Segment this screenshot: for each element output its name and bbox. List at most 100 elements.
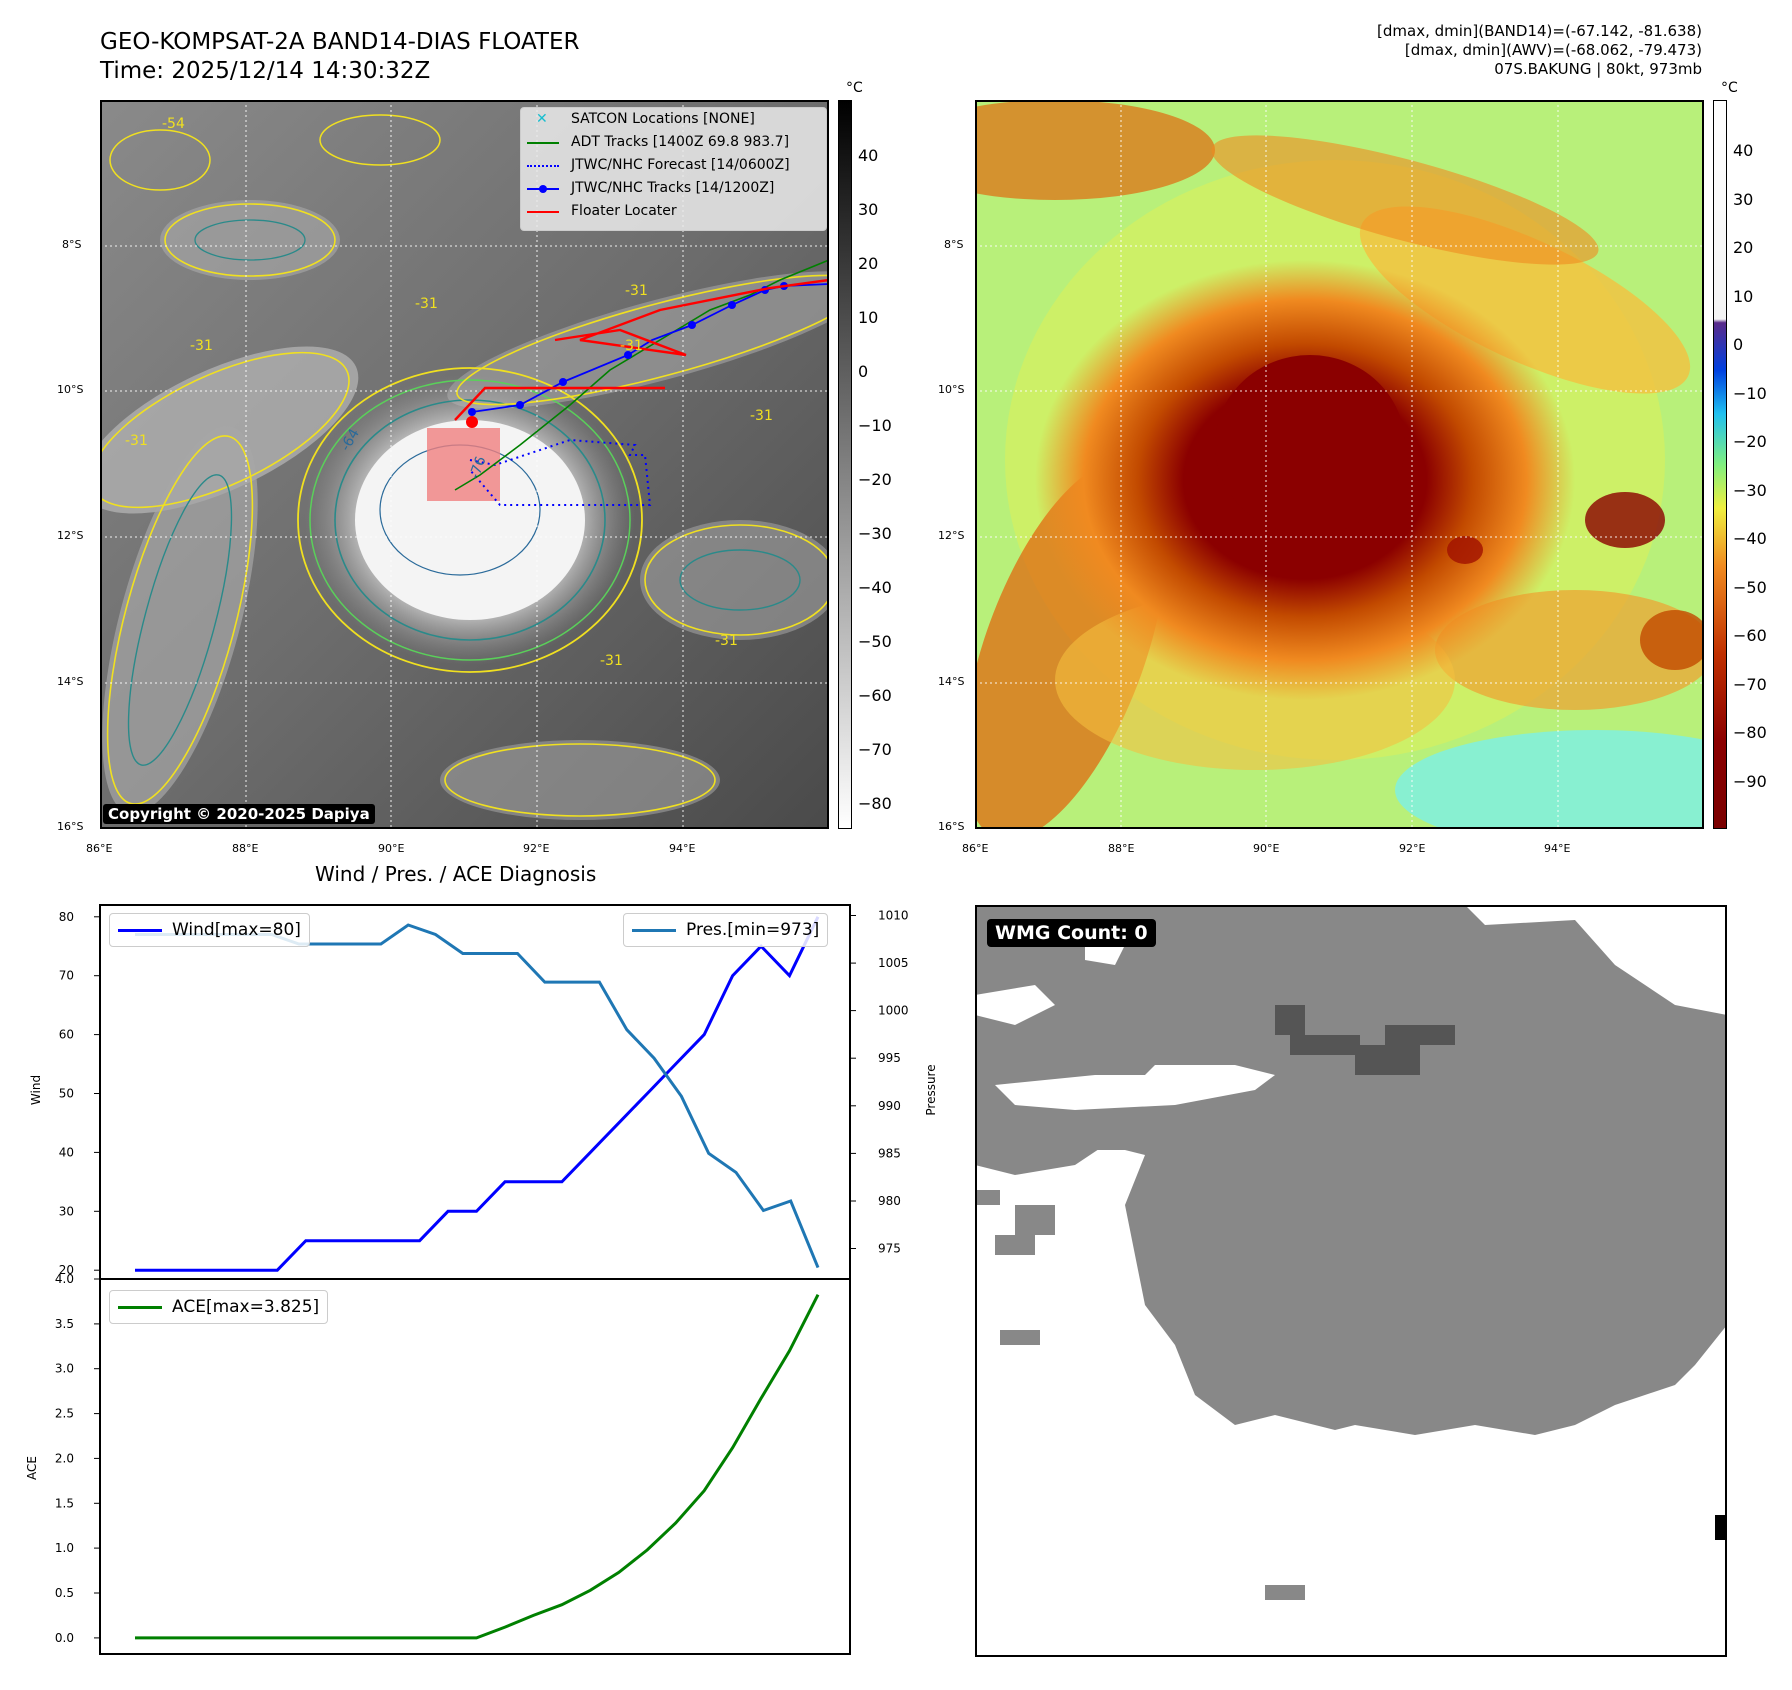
pressure-tick: 990 — [878, 1099, 901, 1113]
line-swatch-icon — [527, 142, 559, 144]
ir-tick: −80 — [858, 794, 892, 813]
ir-tick: 10 — [858, 308, 879, 327]
svg-text:-31: -31 — [125, 433, 148, 449]
pressure-line — [135, 923, 820, 1269]
awv-tick: −30 — [1733, 481, 1767, 500]
awv-lon-label: 88°E — [1108, 842, 1135, 855]
pressure-legend: Pres.[min=973] — [623, 913, 829, 947]
copyright-badge: Copyright © 2020-2025 Dapiya — [103, 804, 375, 824]
awv-colorbar — [1713, 100, 1727, 829]
diagnosis-chart: 80 70 60 50 40 30 20 1010 1005 1000 995 990 985 980 97… — [25, 904, 938, 1655]
awv-lat-label: 16°S — [938, 820, 965, 833]
awv-tick: 10 — [1733, 287, 1754, 306]
ace-axes-frame — [99, 1278, 851, 1655]
ace-tick: 4.0 — [55, 1272, 74, 1286]
wind-line — [135, 916, 820, 1272]
ace-tick: 1.0 — [55, 1541, 74, 1555]
pressure-tick: 1000 — [878, 1004, 909, 1018]
pressure-line-icon — [632, 929, 676, 932]
diagnosis-ticks: 80 70 60 50 40 30 20 1010 1005 1000 995 990 985 980 97… — [55, 909, 909, 1645]
pressure-tick: 980 — [878, 1194, 901, 1208]
awv-lat-label: 10°S — [938, 383, 965, 396]
wind-tick: 50 — [59, 1087, 74, 1101]
awv-lat-label: 12°S — [938, 529, 965, 542]
legend-adt: ADT Tracks [1400Z 69.8 983.7] — [521, 131, 826, 154]
awv-tick: −40 — [1733, 529, 1767, 548]
ir-legend: ✕ SATCON Locations [NONE] ADT Tracks [14… — [520, 107, 827, 231]
wmg-panel: WMG Count: 0 — [975, 905, 1727, 1657]
wind-ylabel: Wind — [29, 1075, 43, 1105]
wind-series — [135, 916, 820, 1272]
wind-tick: 20 — [59, 1263, 74, 1277]
info-awv: [dmax, dmin](AWV)=(-68.062, -79.473) — [1404, 41, 1702, 59]
awv-tick: −10 — [1733, 384, 1767, 403]
awv-tick: 40 — [1733, 141, 1754, 160]
awv-lon-label: 92°E — [1399, 842, 1426, 855]
figure-title: GEO-KOMPSAT-2A BAND14-DIAS FLOATER — [100, 29, 580, 55]
pressure-tick: 1005 — [878, 956, 909, 970]
dot-marker-icon — [539, 185, 547, 193]
wind-tick: 70 — [59, 969, 74, 983]
ace-tick: 2.0 — [55, 1451, 74, 1465]
ir-tick: 40 — [858, 146, 879, 165]
pressure-tick: 1010 — [878, 909, 909, 923]
awv-lon-label: 86°E — [962, 842, 989, 855]
dotted-line-icon — [527, 165, 559, 167]
pressure-tick: 985 — [878, 1146, 901, 1160]
wind-line-icon — [118, 929, 162, 932]
ir-lon-label: 94°E — [669, 842, 696, 855]
legend-tracks: JTWC/NHC Tracks [14/1200Z] — [521, 177, 826, 200]
svg-text:-31: -31 — [620, 338, 643, 354]
pressure-ylabel: Pressure — [924, 1064, 938, 1115]
ir-colorbar-unit: °C — [846, 80, 863, 96]
ir-colorbar-ticks: 40 30 20 10 0 −10 −20 −30 −40 −50 −60 −7… — [858, 100, 898, 829]
awv-colorbar-unit: °C — [1721, 80, 1738, 96]
awv-tick: −70 — [1733, 675, 1767, 694]
ir-lat-label: 14°S — [57, 675, 84, 688]
info-storm: 07S.BAKUNG | 80kt, 973mb — [1494, 60, 1702, 78]
legend-forecast: JTWC/NHC Forecast [14/0600Z] — [521, 154, 826, 177]
ace-line — [135, 1294, 820, 1640]
ir-tick: 30 — [858, 200, 879, 219]
ir-lon-label: 90°E — [378, 842, 405, 855]
ir-tick: −10 — [858, 416, 892, 435]
awv-colorbar-ticks: 40 30 20 10 0 −10 −20 −30 −40 −50 −60 −7… — [1733, 100, 1783, 829]
diagnosis-title: Wind / Pres. / ACE Diagnosis — [315, 862, 597, 886]
ace-tick: 3.0 — [55, 1362, 74, 1376]
wind-tick: 80 — [59, 910, 74, 924]
awv-lon-label: 90°E — [1253, 842, 1280, 855]
svg-text:-54: -54 — [162, 116, 185, 132]
pressure-series — [135, 923, 820, 1269]
ir-map-panel: -54 -31 -31 -31 -31 -31 -31 -31 -31 -64 … — [100, 100, 829, 829]
awv-tick: −80 — [1733, 723, 1767, 742]
wind-axes-frame — [99, 904, 851, 1280]
ir-tick: −60 — [858, 686, 892, 705]
wind-tick: 60 — [59, 1028, 74, 1042]
svg-text:-31: -31 — [750, 408, 773, 424]
legend-satcon: ✕ SATCON Locations [NONE] — [521, 108, 826, 131]
ir-lat-label: 12°S — [57, 529, 84, 542]
svg-text:-31: -31 — [415, 296, 438, 312]
awv-tick: −50 — [1733, 578, 1767, 597]
ir-tick: 20 — [858, 254, 879, 273]
svg-text:-31: -31 — [600, 653, 623, 669]
ace-tick: 2.5 — [55, 1407, 74, 1421]
info-band14: [dmax, dmin](BAND14)=(-67.142, -81.638) — [1377, 22, 1702, 40]
ace-tick: 3.5 — [55, 1317, 74, 1331]
svg-text:-31: -31 — [190, 338, 213, 354]
awv-map-frame — [975, 100, 1704, 829]
figure-time: Time: 2025/12/14 14:30:32Z — [100, 58, 431, 84]
wind-tick: 40 — [59, 1145, 74, 1159]
svg-text:-31: -31 — [715, 633, 738, 649]
awv-lat-label: 8°S — [944, 238, 964, 251]
ir-tick: −40 — [858, 578, 892, 597]
ace-tick: 0.0 — [55, 1631, 74, 1645]
ir-lon-label: 88°E — [232, 842, 259, 855]
ir-map-frame — [100, 100, 829, 829]
ir-colorbar — [838, 100, 852, 829]
ir-tick: −50 — [858, 632, 892, 651]
ace-tick: 0.5 — [55, 1586, 74, 1600]
ace-line-icon — [118, 1306, 162, 1309]
wind-legend: Wind[max=80] — [109, 913, 310, 947]
legend-floater: Floater Locater — [521, 200, 826, 223]
